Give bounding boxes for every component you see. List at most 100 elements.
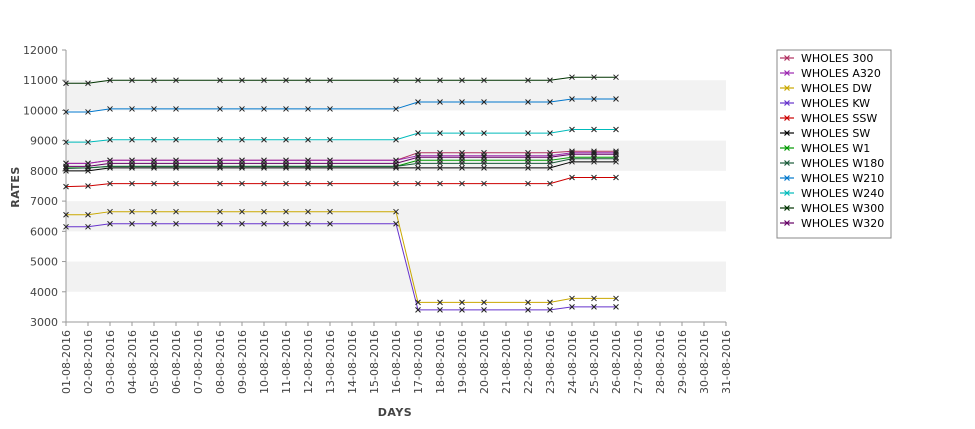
marker-stroke: [217, 165, 223, 171]
data-point: [107, 106, 113, 112]
x-tick-label: 14-08-2016: [346, 330, 359, 394]
marker-stroke: [481, 160, 487, 167]
marker-stroke: [151, 136, 157, 143]
data-point: [481, 165, 487, 171]
plot-band: [66, 261, 726, 292]
data-point: [415, 160, 421, 167]
x-tick-label: 30-08-2016: [698, 330, 711, 394]
x-tick-label: 28-08-2016: [654, 330, 667, 394]
marker-stroke: [459, 165, 465, 171]
data-point: [283, 160, 289, 167]
data-point: [85, 165, 91, 171]
marker-stroke: [217, 180, 223, 187]
data-point: [613, 295, 619, 302]
marker-stroke: [217, 220, 223, 227]
marker-stroke: [547, 152, 553, 159]
legend-marker: [784, 220, 790, 226]
marker-stroke: [437, 152, 443, 159]
data-point: [217, 136, 223, 143]
x-tick-label: 10-08-2016: [258, 330, 271, 394]
data-point: [481, 154, 487, 161]
marker-stroke: [239, 106, 245, 112]
data-point: [547, 160, 553, 167]
marker-stroke: [283, 106, 289, 112]
data-point: [129, 220, 135, 227]
x-tick-label: 06-08-2016: [170, 330, 183, 394]
legend-label: WHOLES W210: [801, 172, 884, 185]
marker-stroke: [151, 208, 157, 215]
marker-stroke: [239, 220, 245, 227]
data-point: [327, 106, 333, 112]
marker-stroke: [591, 304, 597, 310]
marker-stroke: [525, 152, 531, 159]
data-point: [129, 208, 135, 215]
data-point: [129, 136, 135, 143]
marker-stroke: [63, 80, 69, 87]
marker-stroke: [569, 155, 575, 162]
x-tick-label: 01-08-2016: [60, 330, 73, 394]
marker-stroke: [437, 299, 443, 306]
marker-stroke: [481, 130, 487, 136]
y-axis-title: RATES: [9, 166, 22, 208]
marker-stroke: [547, 307, 553, 313]
data-point: [481, 99, 487, 105]
plot-background-bands: [66, 80, 726, 292]
data-point: [305, 77, 311, 84]
marker-stroke: [327, 180, 333, 187]
data-point: [107, 208, 113, 215]
data-point: [63, 211, 69, 218]
x-tick-label: 29-08-2016: [676, 330, 689, 394]
data-point: [107, 136, 113, 143]
data-point: [591, 295, 597, 302]
plot-band: [66, 80, 726, 111]
marker-stroke: [437, 165, 443, 171]
data-point: [173, 208, 179, 215]
data-point: [283, 136, 289, 143]
marker-stroke: [129, 180, 135, 187]
data-point: [459, 152, 465, 159]
x-tick-label: 23-08-2016: [544, 330, 557, 394]
data-point: [415, 307, 421, 313]
data-point: [459, 307, 465, 313]
marker-stroke: [107, 77, 113, 84]
data-point: [525, 130, 531, 136]
data-point: [85, 80, 91, 87]
data-point: [239, 165, 245, 171]
marker-stroke: [239, 136, 245, 143]
marker-stroke: [261, 208, 267, 215]
x-axis-title: DAYS: [378, 406, 412, 419]
y-tick-labels: 3000 4000 5000 6000 7000 8000 9000 10000 11000 12…: [23, 44, 58, 329]
marker-stroke: [415, 152, 421, 159]
marker-stroke: [415, 307, 421, 313]
marker-stroke: [261, 220, 267, 227]
x-tick-label: 26-08-2016: [610, 330, 623, 394]
legend-marker: [784, 190, 790, 196]
data-point: [305, 106, 311, 112]
marker-stroke: [393, 77, 399, 84]
marker-stroke: [569, 174, 575, 181]
data-point: [173, 77, 179, 84]
marker-stroke: [547, 99, 553, 105]
marker-stroke: [613, 155, 619, 162]
marker-stroke: [129, 220, 135, 227]
series-line: [66, 153, 616, 167]
data-point: [459, 130, 465, 136]
marker-stroke: [459, 154, 465, 161]
marker-stroke: [525, 77, 531, 84]
marker-stroke: [283, 180, 289, 187]
y-tick-label: 5000: [30, 256, 58, 269]
marker-stroke: [305, 136, 311, 143]
data-point: [217, 165, 223, 171]
data-point: [305, 180, 311, 187]
data-point: [129, 106, 135, 112]
data-point: [129, 77, 135, 84]
data-point: [129, 165, 135, 171]
data-point: [459, 160, 465, 167]
marker-stroke: [393, 180, 399, 187]
series-line: [66, 76, 616, 84]
marker-stroke: [305, 220, 311, 227]
marker-stroke: [459, 307, 465, 313]
marker-stroke: [481, 77, 487, 84]
data-point: [217, 180, 223, 187]
